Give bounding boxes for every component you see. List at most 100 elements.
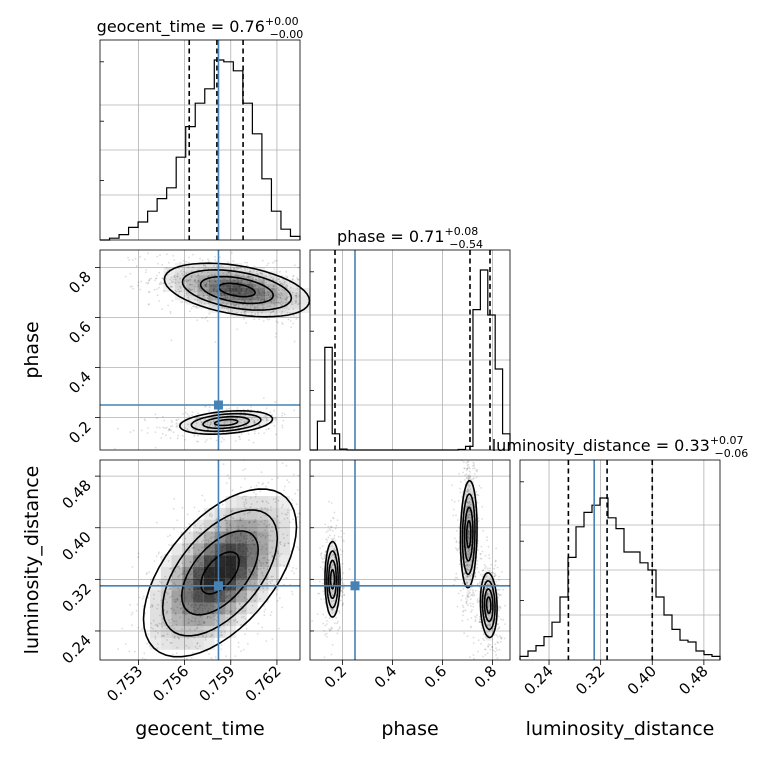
sample-point xyxy=(187,279,190,282)
sample-point xyxy=(140,280,143,283)
sample-point xyxy=(261,572,264,575)
sample-point xyxy=(498,605,501,608)
sample-point xyxy=(240,650,243,652)
sample-point xyxy=(237,304,240,306)
sample-point xyxy=(201,421,203,424)
density-cell xyxy=(163,279,175,284)
sample-point xyxy=(173,637,176,639)
sample-point xyxy=(262,567,265,570)
sample-point xyxy=(203,620,206,623)
sample-point xyxy=(195,306,197,308)
sample-point xyxy=(160,635,163,637)
xtick-label-phase-1: 0.4 xyxy=(371,662,401,692)
sample-point xyxy=(495,654,497,656)
density-cell xyxy=(150,614,161,627)
sample-point xyxy=(243,310,246,313)
sample-point xyxy=(497,588,499,591)
sample-point xyxy=(243,648,245,651)
sample-point xyxy=(194,426,197,428)
sample-point xyxy=(253,531,256,533)
sample-point xyxy=(204,405,207,408)
sample-point xyxy=(164,575,167,578)
sample-point xyxy=(192,253,195,256)
sample-point xyxy=(142,595,145,598)
sample-point xyxy=(154,431,157,433)
sample-point xyxy=(476,614,478,617)
sample-point xyxy=(202,282,205,284)
sample-point xyxy=(275,593,278,596)
sample-point xyxy=(273,260,276,262)
sample-point xyxy=(327,525,330,528)
sample-point xyxy=(295,292,298,295)
sample-point xyxy=(493,567,496,570)
sample-point xyxy=(492,649,494,652)
density-cell xyxy=(174,267,187,272)
sample-point xyxy=(179,603,182,606)
sample-point xyxy=(291,278,294,281)
sample-point xyxy=(258,534,260,536)
sample-point xyxy=(160,623,163,625)
sample-point xyxy=(178,574,181,577)
sample-point xyxy=(292,314,295,317)
sample-point xyxy=(276,580,278,583)
sample-point xyxy=(264,415,267,418)
density-cell xyxy=(208,304,220,309)
sample-point xyxy=(167,304,170,307)
sample-point xyxy=(184,279,187,282)
sample-point xyxy=(170,339,173,342)
density-cell xyxy=(230,423,240,426)
sample-point xyxy=(278,280,281,283)
sample-point xyxy=(244,261,247,264)
sample-point xyxy=(150,277,153,280)
density-cell xyxy=(197,283,209,288)
sample-point xyxy=(253,422,256,425)
sample-point xyxy=(207,297,209,299)
sample-point xyxy=(187,637,189,640)
sample-point xyxy=(180,301,183,303)
sample-point xyxy=(244,609,246,612)
sample-point xyxy=(230,526,233,529)
sample-point xyxy=(146,427,149,429)
sample-point xyxy=(169,588,172,591)
density-cell xyxy=(203,430,213,433)
sample-point xyxy=(147,291,150,294)
sample-point xyxy=(253,307,256,309)
sample-point xyxy=(128,259,131,261)
density-cell xyxy=(257,496,269,508)
sample-point xyxy=(193,290,196,293)
sample-point xyxy=(265,561,268,564)
sample-point xyxy=(172,653,174,656)
density-cell xyxy=(193,426,204,429)
sample-point xyxy=(267,262,270,265)
sample-point xyxy=(260,471,263,474)
density-cell xyxy=(276,292,288,297)
sample-point xyxy=(238,435,241,438)
panel-hist-phase xyxy=(309,249,511,451)
sample-point xyxy=(502,619,505,621)
sample-point xyxy=(240,419,243,421)
sample-point xyxy=(213,277,216,280)
sample-point xyxy=(258,424,261,427)
sample-point xyxy=(268,318,271,321)
sample-point xyxy=(466,599,469,601)
density-cell xyxy=(287,283,299,288)
sample-point xyxy=(265,548,268,550)
density-cell xyxy=(193,423,204,426)
sample-point xyxy=(465,473,468,476)
title-luminosity-distance-sup: +0.07 xyxy=(710,434,744,447)
sample-point xyxy=(267,294,270,296)
sample-point xyxy=(342,591,344,593)
sample-point xyxy=(192,305,195,308)
sample-point xyxy=(223,421,226,423)
sample-point xyxy=(148,290,151,293)
sample-point xyxy=(188,287,191,290)
sample-point xyxy=(159,556,162,559)
sample-point xyxy=(248,568,251,570)
sample-point xyxy=(204,441,207,443)
sample-point xyxy=(246,304,249,307)
density-cell xyxy=(171,637,183,650)
sample-point xyxy=(472,642,475,644)
sample-point xyxy=(191,270,193,273)
sample-point xyxy=(238,420,240,423)
sample-point xyxy=(323,557,326,560)
